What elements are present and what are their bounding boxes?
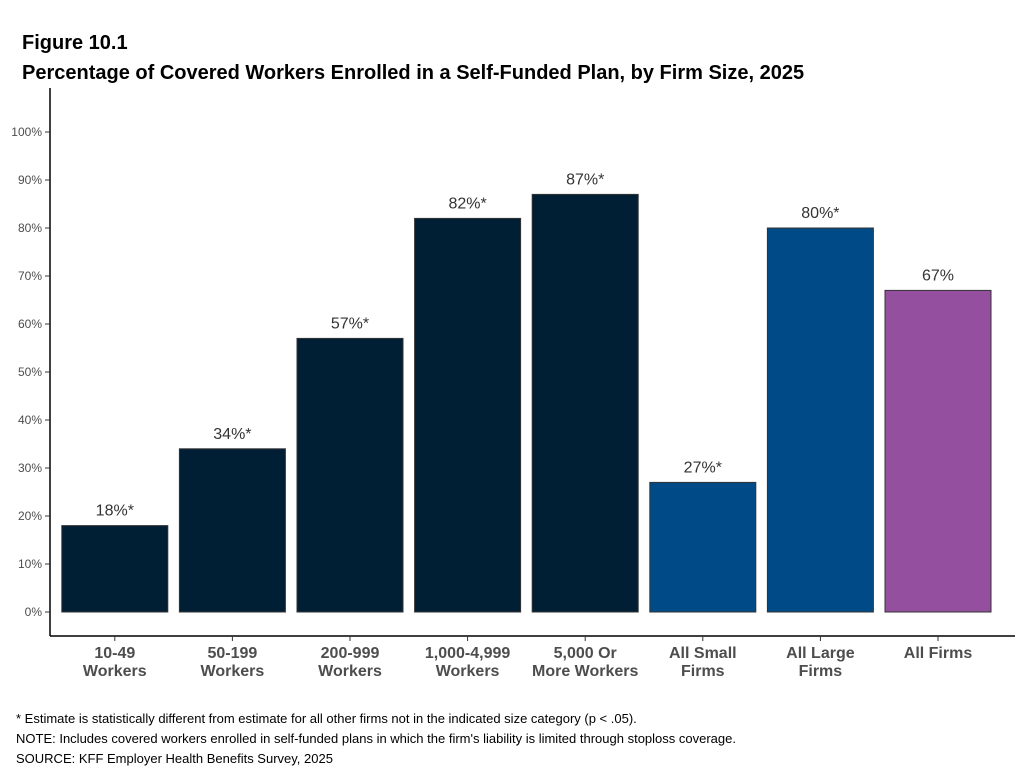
significance-footnote: * Estimate is statistically different fr… — [16, 711, 637, 726]
source-footnote: SOURCE: KFF Employer Health Benefits Sur… — [16, 751, 333, 766]
x-tick-label: 1,000-4,999 Workers — [425, 645, 511, 680]
bar-value-label: 80%* — [801, 205, 839, 222]
bars: 18%* 34%* 57%* 82%* 87%* 27%* 80%* 67% — [61, 171, 992, 613]
bar — [414, 217, 522, 613]
y-tick-label: 10% — [18, 557, 42, 571]
bar — [178, 448, 286, 613]
y-axis: 0% 10% 20% 30% 40% 50% 60% 70% 80% 90% 100% — [11, 88, 51, 636]
y-tick-label: 70% — [18, 269, 42, 283]
bar-value-label: 57%* — [331, 315, 369, 332]
y-tick-label: 20% — [18, 509, 42, 523]
bar — [766, 227, 874, 613]
figure-label: Figure 10.1 — [22, 32, 128, 54]
bar-value-label: 82%* — [448, 195, 486, 212]
bar — [649, 481, 757, 613]
bar-value-label: 27%* — [684, 459, 722, 476]
x-tick-label: All Firms — [904, 645, 973, 662]
y-tick-label: 40% — [18, 413, 42, 427]
x-tick-label: 200-999 Workers — [318, 645, 382, 680]
bar-chart: 0% 10% 20% 30% 40% 50% 60% 70% 80% 90% 100% 10-49 W… — [11, 88, 1015, 680]
chart-title: Percentage of Covered Workers Enrolled i… — [22, 62, 805, 84]
bar-value-label: 34%* — [213, 426, 251, 443]
y-tick-label: 60% — [18, 317, 42, 331]
y-tick-label: 90% — [18, 173, 42, 187]
chart-notes: * Estimate is statistically different fr… — [16, 709, 736, 769]
x-tick-label: 50-199 Workers — [201, 645, 265, 680]
x-tick-label: 10-49 Workers — [83, 645, 147, 680]
y-tick-label: 30% — [18, 461, 42, 475]
bar — [884, 289, 992, 613]
bar-value-label: 67% — [922, 267, 954, 284]
x-axis: 10-49 Workers 50-199 Workers 200-999 Workers 1… — [50, 635, 1015, 680]
bar — [531, 193, 639, 613]
bar — [61, 525, 169, 613]
bar-value-label: 18%* — [96, 503, 134, 520]
note-footnote: NOTE: Includes covered workers enrolled … — [16, 731, 736, 746]
x-tick-label: All Small Firms — [669, 645, 737, 680]
y-tick-label: 100% — [11, 125, 42, 139]
bar-value-label: 87%* — [566, 171, 604, 188]
x-tick-label: 5,000 Or More Workers — [532, 645, 639, 680]
bar — [296, 337, 404, 613]
y-tick-label: 50% — [18, 365, 42, 379]
x-tick-label: All Large Firms — [786, 645, 855, 680]
y-tick-label: 80% — [18, 221, 42, 235]
y-tick-label: 0% — [25, 605, 43, 619]
